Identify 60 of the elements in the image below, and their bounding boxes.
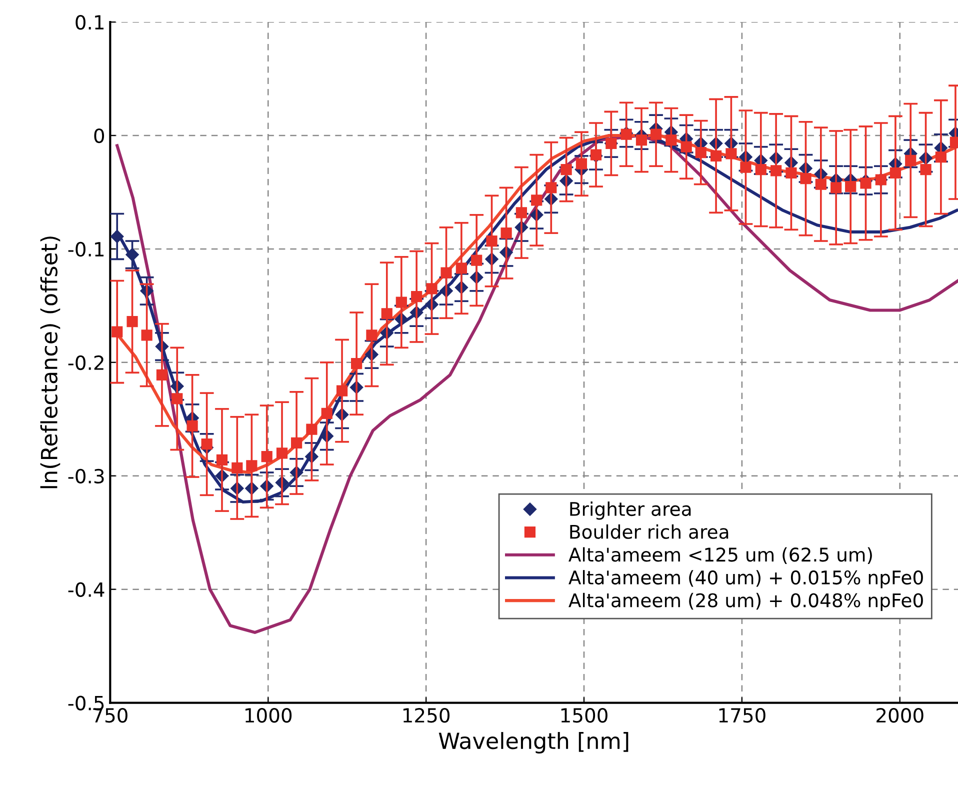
point	[920, 164, 932, 176]
point	[636, 134, 648, 146]
point	[411, 291, 422, 302]
legend-label: Brighter area	[570, 502, 691, 520]
point	[531, 194, 542, 206]
point	[110, 230, 124, 244]
point	[366, 330, 378, 341]
point	[516, 207, 528, 218]
point	[486, 235, 498, 247]
legend-label: Alta'ameem (40 um) + 0.015% npFe0	[568, 570, 923, 588]
x-tick-label: 1750	[719, 708, 766, 723]
y-tick-label: -0.1	[68, 242, 104, 257]
point	[112, 326, 123, 338]
y-tick-label: -0.4	[68, 582, 104, 597]
point	[786, 167, 797, 178]
point	[546, 182, 557, 194]
point	[590, 149, 602, 160]
point	[471, 254, 482, 266]
point	[890, 167, 902, 178]
point	[650, 128, 662, 140]
point	[306, 424, 318, 435]
point	[935, 151, 946, 163]
point	[336, 385, 348, 396]
y-tick-label: -0.2	[68, 355, 104, 370]
x-tick-label: 1250	[403, 708, 450, 723]
legend-label: Boulder rich area	[570, 524, 728, 539]
point	[276, 448, 288, 459]
x-tick-label: 2000	[876, 708, 924, 723]
x-axis-title: Wavelength [nm]	[438, 732, 628, 754]
point	[396, 296, 407, 308]
point	[426, 283, 438, 294]
point	[201, 438, 212, 450]
point	[141, 330, 152, 341]
legend-label: Alta'ameem (28 um) + 0.048% npFe0	[568, 592, 923, 612]
point	[156, 369, 168, 380]
y-tick-label: 0.1	[76, 14, 104, 30]
x-tick-label: 1500	[561, 708, 608, 723]
point	[800, 173, 812, 184]
point	[576, 158, 588, 170]
point	[172, 393, 183, 404]
point	[261, 451, 272, 462]
y-tick-label: 0	[94, 128, 104, 144]
legend-label: Alta'ameem <125 um (62.5 um)	[568, 547, 872, 564]
x-tick-label: 1000	[246, 708, 292, 723]
point	[126, 248, 139, 262]
point	[815, 178, 826, 190]
point	[126, 316, 138, 328]
point	[351, 358, 362, 370]
point	[680, 141, 692, 152]
y-axis-title: ln(Reflectance) (offset)	[40, 236, 60, 488]
point	[620, 128, 632, 140]
point	[290, 437, 302, 449]
y-tick-label: -0.3	[68, 468, 104, 484]
point	[560, 164, 572, 176]
point	[905, 154, 916, 166]
point	[860, 178, 872, 189]
point	[232, 462, 243, 474]
point	[381, 308, 392, 320]
point	[321, 408, 332, 420]
point	[246, 460, 258, 472]
